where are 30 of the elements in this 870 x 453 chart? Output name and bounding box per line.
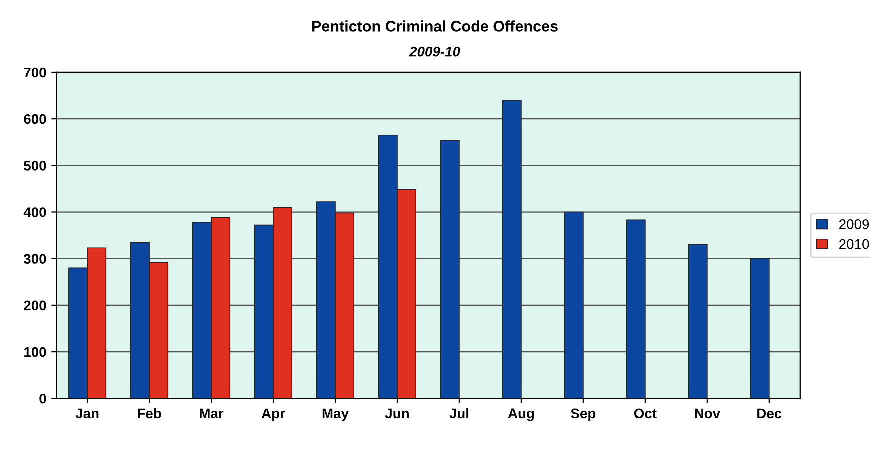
y-tick-label: 400 [24,208,46,218]
x-tick-label: Jan [76,408,99,419]
x-tick-label: Aug [508,408,534,422]
y-tick-label: 100 [24,347,46,358]
chart-title: Penticton Criminal Code Offences [312,20,558,32]
bar [688,244,708,399]
x-tick-label: Jun [385,408,409,419]
x-tick-label: Sep [571,408,596,422]
y-tick-label: 200 [24,300,46,311]
x-tick-label: Nov [695,408,720,419]
y-tick-label: 500 [24,161,46,171]
x-tick-label: Dec [758,408,782,419]
bar [564,212,584,399]
y-tick-label: 300 [24,254,46,264]
legend-label: 2010 [840,239,870,250]
x-tick-label: Mar [200,408,224,419]
chart-subtitle: 2009-10 [409,46,460,57]
x-tick-label: Oct [634,408,657,419]
bar [626,220,646,399]
bar [440,140,460,399]
x-tick-label: May [322,408,349,422]
y-tick-label: 600 [24,114,46,124]
legend-label: 2009 [840,220,870,230]
x-tick-label: Apr [262,408,286,422]
bar [502,100,522,399]
x-tick-label: Jul [450,408,469,419]
y-tick-label: 700 [24,68,46,78]
bar [750,258,770,399]
y-tick-label: 0 [40,394,46,404]
x-tick-label: Feb [138,408,162,419]
